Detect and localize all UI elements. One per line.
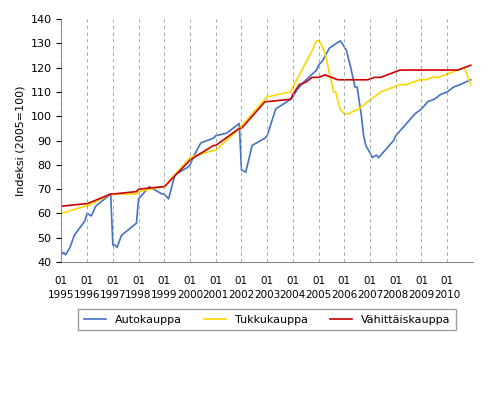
Text: 2000: 2000 <box>177 290 203 300</box>
Text: 01: 01 <box>158 276 171 286</box>
Autokauppa <box>59 252 64 257</box>
Tukkukauppa <box>59 211 64 216</box>
Text: 01: 01 <box>312 276 325 286</box>
Autokauppa <box>292 91 298 96</box>
Line: Vähittäiskauppa: Vähittäiskauppa <box>61 65 471 206</box>
Text: 2001: 2001 <box>203 290 229 300</box>
Text: 1998: 1998 <box>125 290 152 300</box>
Autokauppa <box>264 133 270 138</box>
Autokauppa <box>468 77 474 82</box>
Y-axis label: Indeksi (2005=100): Indeksi (2005=100) <box>15 85 25 196</box>
Text: 01: 01 <box>286 276 300 286</box>
Text: 01: 01 <box>209 276 222 286</box>
Text: 1996: 1996 <box>74 290 101 300</box>
Vähittäiskauppa <box>108 192 114 196</box>
Text: 01: 01 <box>132 276 145 286</box>
Vähittäiskauppa <box>316 75 322 80</box>
Autokauppa <box>224 131 229 136</box>
Vähittäiskauppa <box>228 132 234 137</box>
Text: 01: 01 <box>81 276 94 286</box>
Text: 01: 01 <box>106 276 120 286</box>
Tukkukauppa <box>108 192 114 196</box>
Text: 01: 01 <box>441 276 454 286</box>
Line: Tukkukauppa: Tukkukauppa <box>61 41 471 213</box>
Text: 2010: 2010 <box>434 290 460 300</box>
Tukkukauppa <box>318 41 324 46</box>
Tukkukauppa <box>292 81 298 85</box>
Tukkukauppa <box>224 138 229 143</box>
Autokauppa <box>108 192 114 196</box>
Text: 2005: 2005 <box>305 290 332 300</box>
Vähittäiskauppa <box>224 135 229 140</box>
Text: 1999: 1999 <box>151 290 178 300</box>
Vähittäiskauppa <box>292 89 298 94</box>
Text: 01: 01 <box>235 276 248 286</box>
Text: 2002: 2002 <box>228 290 255 300</box>
Tukkukauppa <box>468 82 474 87</box>
Text: 01: 01 <box>261 276 274 286</box>
Text: 01: 01 <box>415 276 428 286</box>
Text: 01: 01 <box>183 276 197 286</box>
Vähittäiskauppa <box>468 63 474 68</box>
Tukkukauppa <box>313 38 319 43</box>
Legend: Autokauppa, Tukkukauppa, Vähittäiskauppa: Autokauppa, Tukkukauppa, Vähittäiskauppa <box>78 309 456 330</box>
Vähittäiskauppa <box>264 99 270 104</box>
Text: 2007: 2007 <box>357 290 383 300</box>
Tukkukauppa <box>228 134 234 139</box>
Text: 01: 01 <box>364 276 377 286</box>
Text: 2006: 2006 <box>331 290 357 300</box>
Text: 2009: 2009 <box>408 290 435 300</box>
Text: 2003: 2003 <box>254 290 280 300</box>
Text: 2008: 2008 <box>383 290 409 300</box>
Text: 01: 01 <box>338 276 351 286</box>
Vähittäiskauppa <box>59 204 64 209</box>
Text: 01: 01 <box>55 276 68 286</box>
Text: 2004: 2004 <box>280 290 306 300</box>
Autokauppa <box>228 127 234 132</box>
Autokauppa <box>316 63 322 68</box>
Tukkukauppa <box>264 95 270 99</box>
Autokauppa <box>337 38 343 43</box>
Text: 1995: 1995 <box>48 290 75 300</box>
Line: Autokauppa: Autokauppa <box>61 41 471 255</box>
Text: 1997: 1997 <box>100 290 126 300</box>
Text: 01: 01 <box>389 276 402 286</box>
